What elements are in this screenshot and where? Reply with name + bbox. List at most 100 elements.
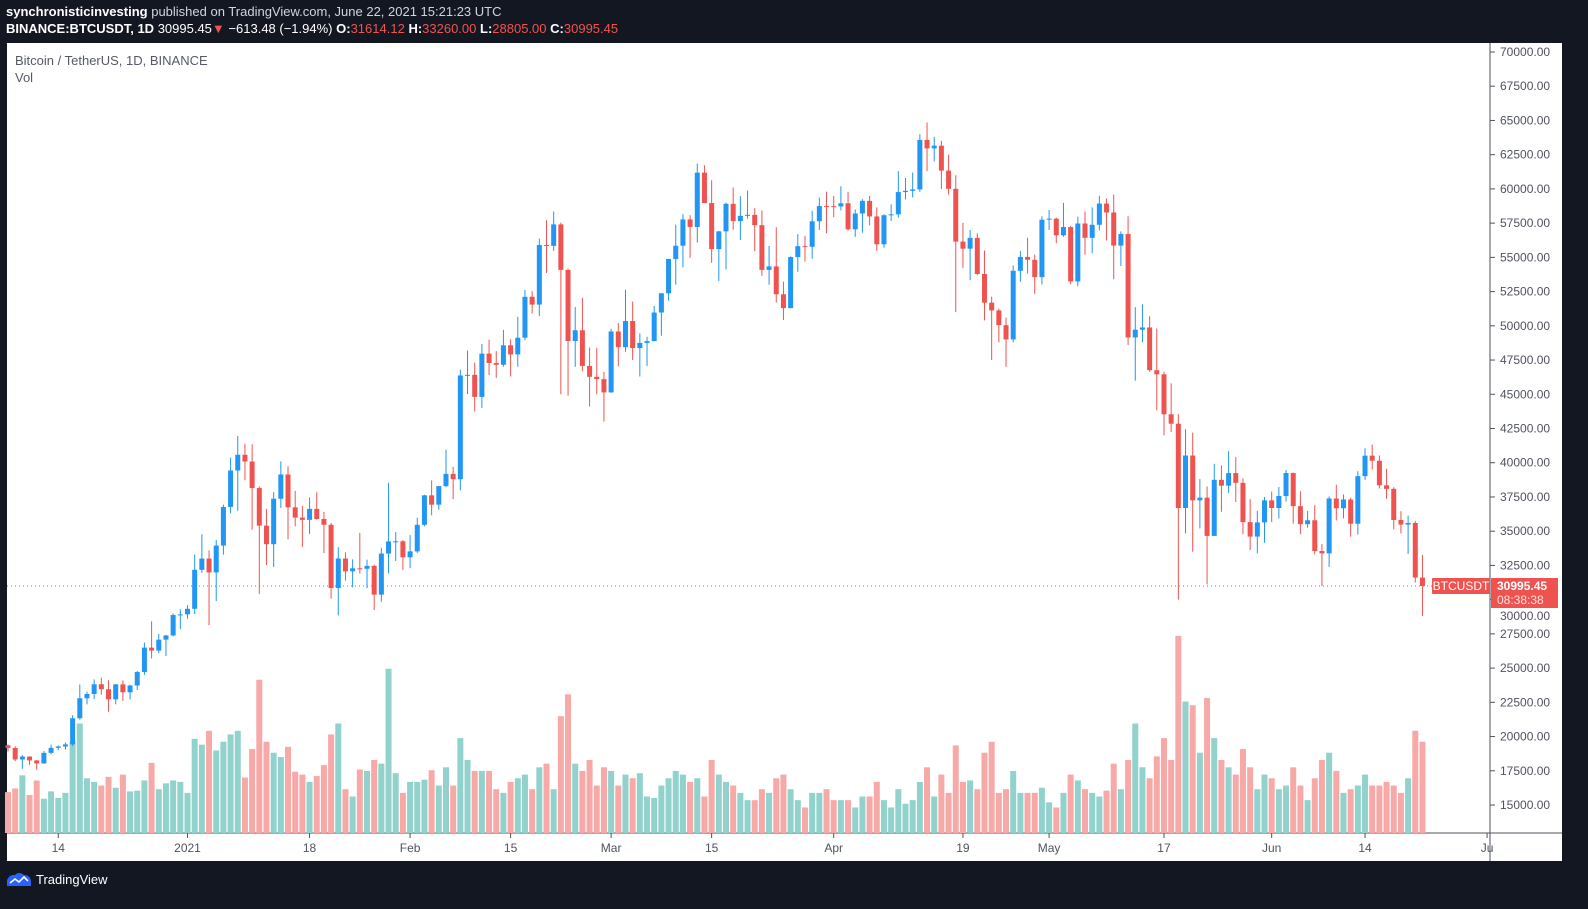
candle-body[interactable]: [141, 647, 147, 673]
candle-body[interactable]: [378, 553, 384, 595]
candle-body[interactable]: [1010, 270, 1016, 340]
candle-body[interactable]: [903, 190, 908, 193]
candle-body[interactable]: [1290, 473, 1296, 507]
candle-body[interactable]: [199, 558, 205, 570]
candle-body[interactable]: [1269, 500, 1275, 509]
candle-body[interactable]: [1082, 223, 1088, 238]
candle-body[interactable]: [285, 474, 291, 508]
candle-body[interactable]: [644, 341, 650, 343]
candle-body[interactable]: [192, 569, 198, 609]
candle-body[interactable]: [386, 541, 392, 554]
candle-body[interactable]: [701, 172, 707, 204]
candle-body[interactable]: [687, 219, 693, 227]
candle-body[interactable]: [206, 558, 212, 573]
candle-body[interactable]: [1003, 325, 1009, 340]
candle-body[interactable]: [77, 698, 83, 719]
candle-body[interactable]: [859, 200, 865, 214]
candle-body[interactable]: [1247, 522, 1253, 537]
candle-body[interactable]: [486, 353, 492, 363]
candle-body[interactable]: [1262, 500, 1267, 523]
candle-body[interactable]: [1025, 256, 1031, 260]
candle-body[interactable]: [723, 203, 729, 232]
candle-body[interactable]: [156, 639, 162, 651]
candle-body[interactable]: [1039, 219, 1045, 278]
candle-body[interactable]: [414, 524, 420, 552]
candle-body[interactable]: [465, 374, 471, 376]
candle-body[interactable]: [1125, 234, 1131, 338]
candle-body[interactable]: [350, 568, 356, 572]
candle-body[interactable]: [536, 244, 542, 305]
candle-body[interactable]: [1139, 327, 1145, 330]
candle-body[interactable]: [1333, 498, 1339, 509]
chart-pane[interactable]: [7, 43, 1562, 861]
candle-body[interactable]: [278, 474, 284, 499]
candle-body[interactable]: [737, 215, 743, 222]
candle-body[interactable]: [651, 312, 657, 342]
candle-body[interactable]: [307, 508, 313, 520]
candle-body[interactable]: [1147, 327, 1153, 371]
candle-body[interactable]: [565, 269, 571, 342]
candle-body[interactable]: [5, 745, 11, 748]
candle-body[interactable]: [946, 170, 952, 189]
candle-body[interactable]: [479, 353, 485, 397]
candle-body[interactable]: [924, 139, 930, 149]
candle-body[interactable]: [220, 506, 226, 546]
candle-body[interactable]: [393, 541, 399, 543]
candle-body[interactable]: [106, 689, 112, 700]
candle-body[interactable]: [630, 321, 636, 349]
candle-body[interactable]: [1384, 485, 1390, 489]
candle-body[interactable]: [824, 206, 830, 208]
candle-body[interactable]: [1412, 522, 1418, 578]
candle-body[interactable]: [1175, 423, 1181, 509]
candle-body[interactable]: [666, 258, 672, 294]
candle-body[interactable]: [450, 473, 456, 480]
candle-body[interactable]: [522, 296, 528, 338]
candle-body[interactable]: [429, 495, 435, 505]
candle-body[interactable]: [41, 752, 47, 764]
candle-body[interactable]: [1283, 473, 1289, 497]
candle-body[interactable]: [874, 216, 880, 245]
candle-body[interactable]: [795, 246, 801, 258]
candle-body[interactable]: [1254, 522, 1260, 537]
candle-body[interactable]: [113, 684, 119, 700]
candle-body[interactable]: [98, 684, 104, 690]
candle-body[interactable]: [716, 231, 722, 250]
candle-body[interactable]: [594, 376, 600, 380]
candle-body[interactable]: [831, 206, 837, 208]
candle-body[interactable]: [436, 486, 442, 505]
candle-body[interactable]: [364, 565, 370, 569]
candle-body[interactable]: [615, 331, 621, 348]
candle-body[interactable]: [400, 541, 406, 558]
candle-body[interactable]: [1376, 460, 1382, 486]
candle-body[interactable]: [1197, 497, 1203, 501]
candle-body[interactable]: [996, 310, 1002, 326]
candle-body[interactable]: [27, 756, 33, 761]
candle-body[interactable]: [730, 203, 736, 222]
candle-body[interactable]: [84, 694, 90, 699]
candle-body[interactable]: [745, 214, 751, 216]
candle-body[interactable]: [314, 508, 320, 519]
candle-body[interactable]: [292, 507, 298, 518]
candle-body[interactable]: [493, 362, 499, 365]
candle-body[interactable]: [1297, 506, 1303, 525]
candle-body[interactable]: [895, 192, 901, 215]
candle-body[interactable]: [1369, 455, 1375, 461]
candle-body[interactable]: [544, 244, 549, 246]
candle-body[interactable]: [1398, 519, 1404, 525]
candle-body[interactable]: [658, 293, 664, 313]
candle-body[interactable]: [12, 747, 18, 760]
candle-body[interactable]: [680, 219, 686, 246]
candle-body[interactable]: [967, 237, 973, 249]
candle-body[interactable]: [917, 139, 923, 190]
candle-body[interactable]: [235, 454, 241, 471]
candle-body[interactable]: [1355, 476, 1361, 524]
candle-body[interactable]: [500, 345, 506, 365]
candle-body[interactable]: [1405, 522, 1411, 525]
tradingview-logo[interactable]: TradingView: [6, 871, 108, 887]
candle-body[interactable]: [974, 237, 980, 274]
candle-body[interactable]: [1089, 224, 1095, 238]
candle-body[interactable]: [1168, 414, 1174, 424]
candle-body[interactable]: [709, 203, 715, 250]
candle-body[interactable]: [328, 524, 334, 589]
candle-body[interactable]: [1118, 234, 1124, 246]
